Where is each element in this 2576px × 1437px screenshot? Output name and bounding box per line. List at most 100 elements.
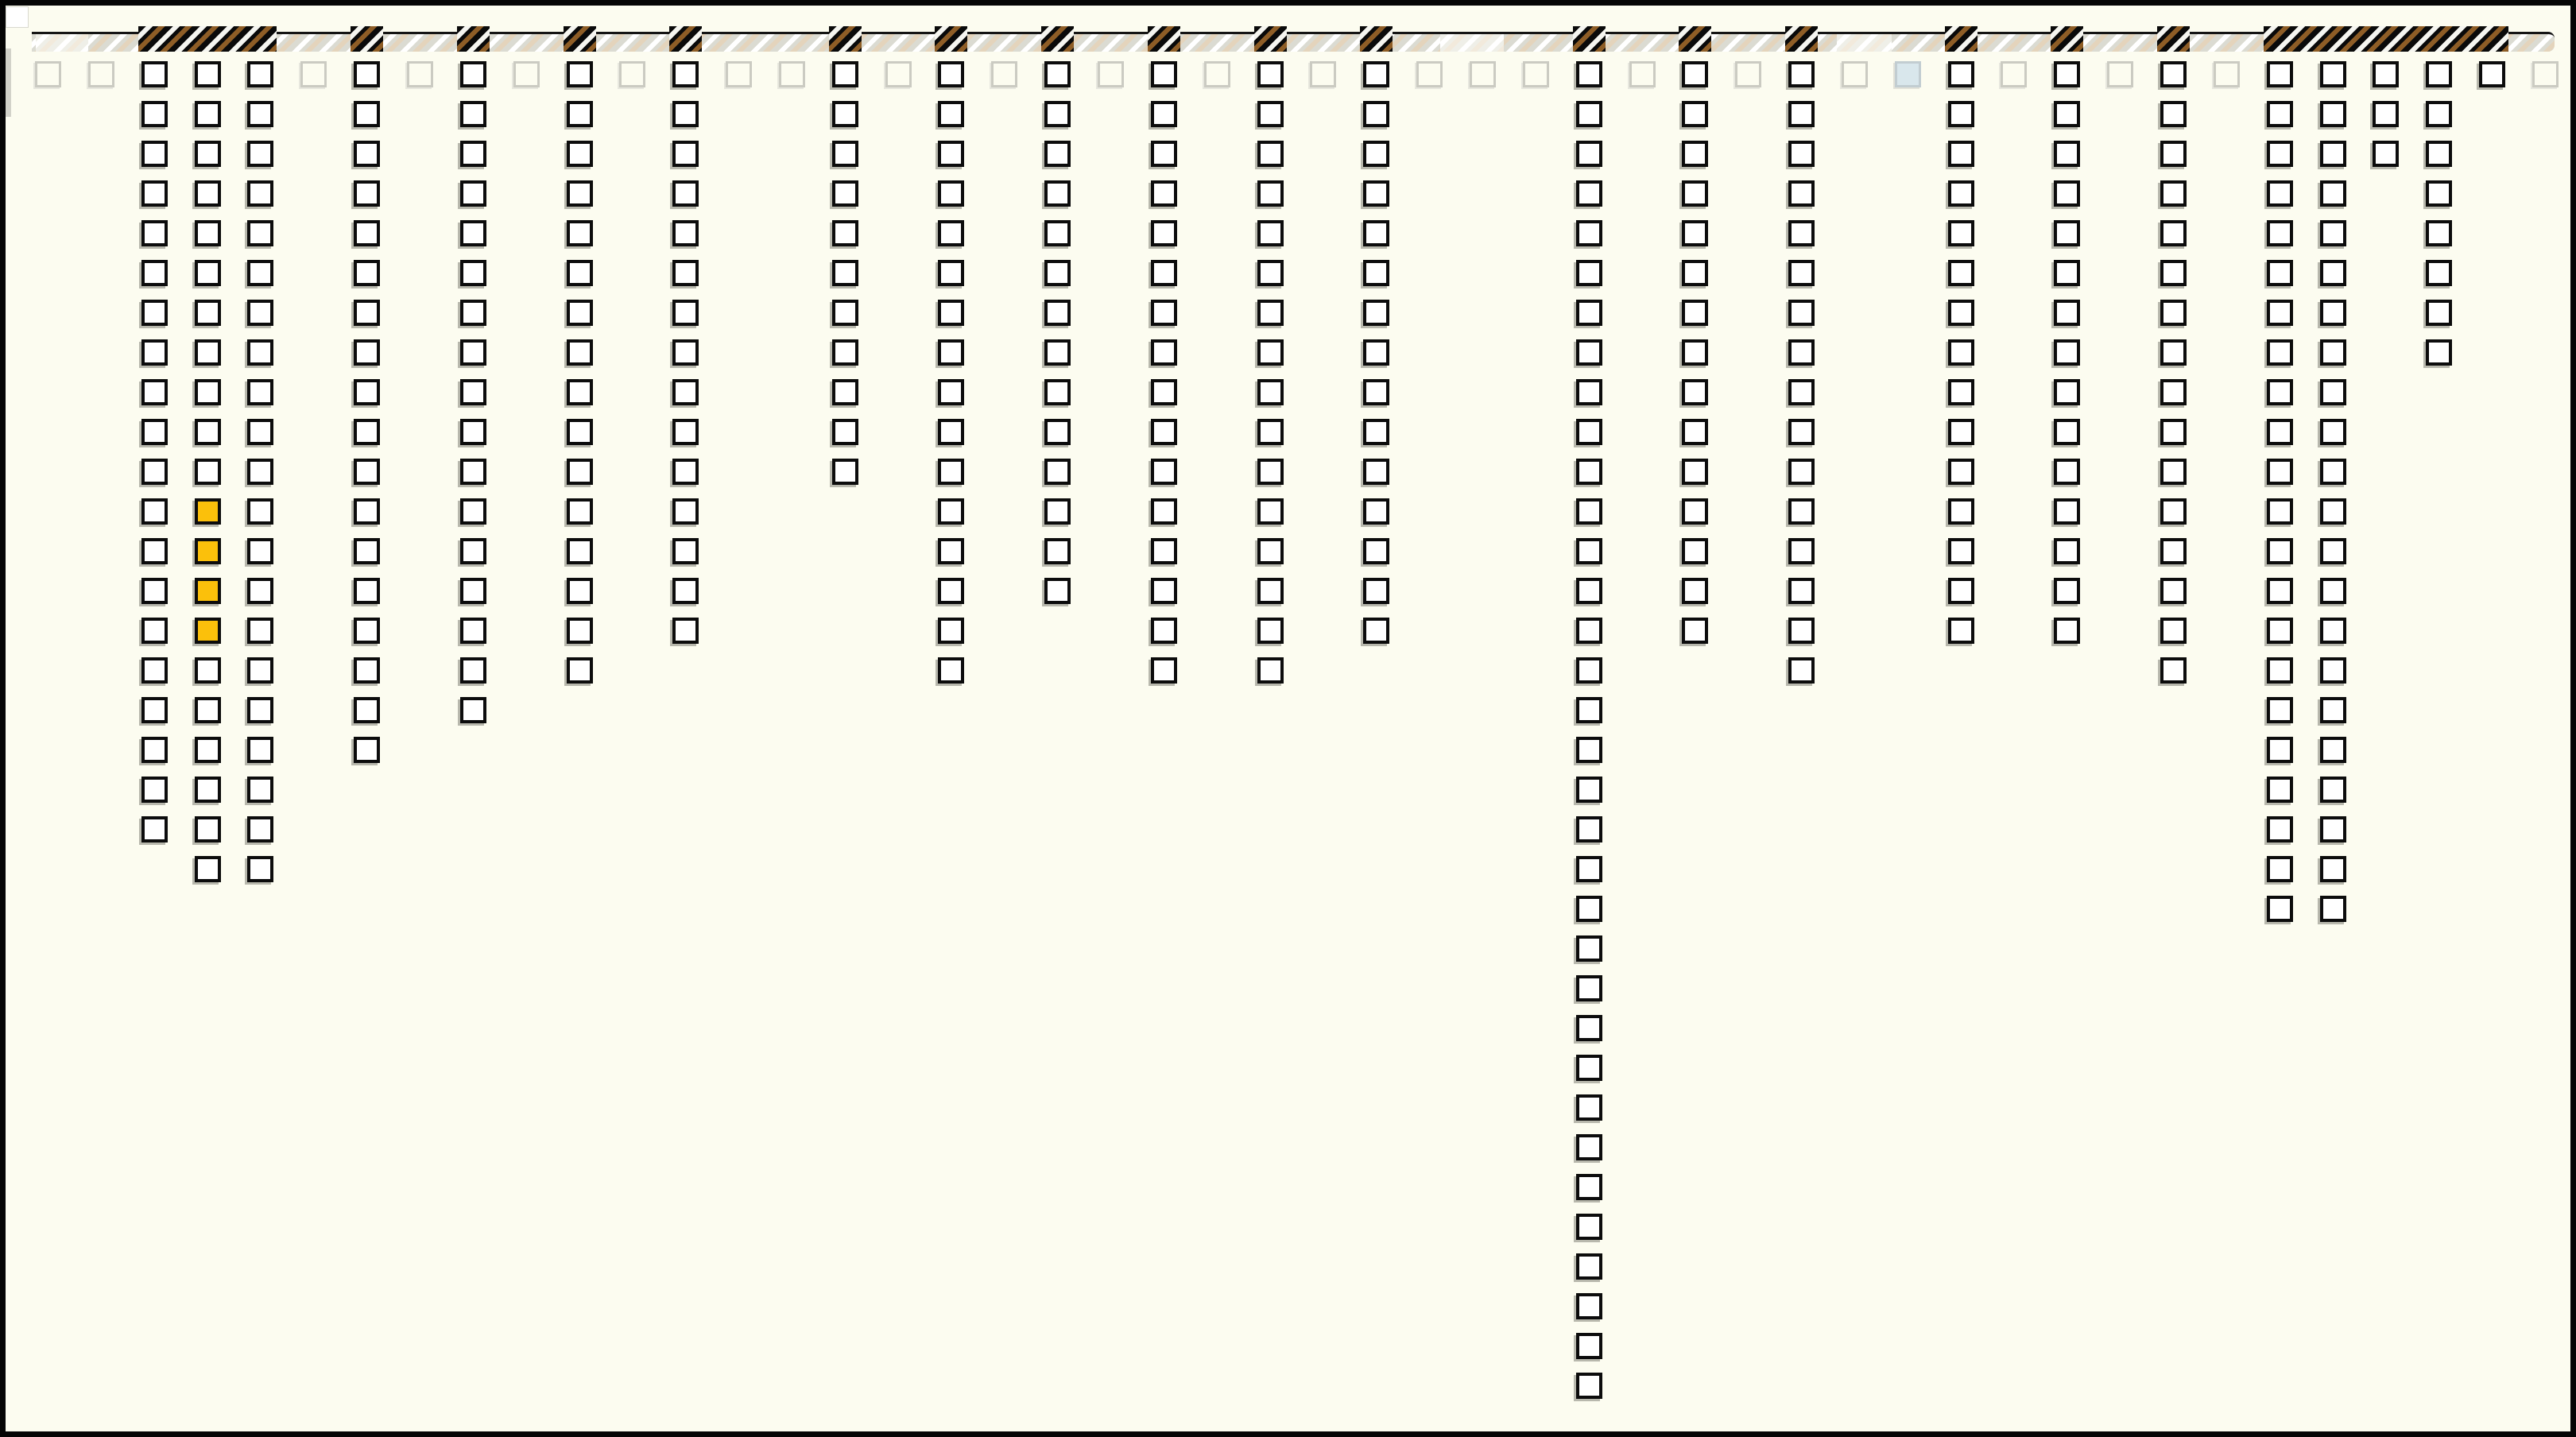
grid-cell[interactable]	[2266, 419, 2293, 445]
grid-cell[interactable]	[1150, 61, 1177, 87]
grid-cell[interactable]	[2373, 61, 2400, 87]
grid-cell[interactable]	[672, 578, 699, 604]
grid-cell[interactable]	[2266, 816, 2293, 842]
grid-cell[interactable]	[1575, 816, 1602, 842]
grid-cell[interactable]	[247, 856, 274, 882]
grid-cell[interactable]	[2426, 220, 2453, 246]
grid-cell[interactable]	[2160, 220, 2187, 246]
grid-cell[interactable]	[566, 498, 593, 525]
grid-cell[interactable]	[1788, 101, 1815, 127]
grid-cell[interactable]	[354, 578, 381, 604]
grid-cell[interactable]	[2426, 260, 2453, 286]
grid-cell[interactable]	[672, 260, 699, 286]
grid-cell[interactable]	[1682, 141, 1709, 167]
grid-cell[interactable]	[2319, 379, 2346, 405]
grid-cell[interactable]	[2266, 220, 2293, 246]
grid-cell[interactable]	[566, 459, 593, 485]
grid-cell[interactable]	[459, 578, 486, 604]
grid-cell[interactable]	[938, 498, 965, 525]
grid-cell[interactable]	[354, 657, 381, 684]
grid-cell[interactable]	[1682, 300, 1709, 326]
grid-cell[interactable]	[247, 419, 274, 445]
grid-cell[interactable]	[1044, 419, 1071, 445]
grid-cell[interactable]	[2160, 180, 2187, 207]
grid-cell[interactable]	[938, 578, 965, 604]
grid-cell[interactable]	[1788, 141, 1815, 167]
grid-cell[interactable]	[1575, 1094, 1602, 1121]
grid-cell[interactable]	[1575, 1174, 1602, 1200]
grid-cell[interactable]	[1257, 300, 1284, 326]
grid-cell[interactable]	[2426, 141, 2453, 167]
grid-cell[interactable]	[831, 419, 858, 445]
grid-cell[interactable]	[938, 657, 965, 684]
grid-cell[interactable]	[1947, 419, 1974, 445]
grid-cell[interactable]	[2054, 618, 2081, 644]
grid-cell[interactable]	[566, 379, 593, 405]
grid-cell[interactable]	[831, 339, 858, 366]
grid-cell[interactable]	[1575, 379, 1602, 405]
grid-cell[interactable]	[141, 459, 168, 485]
grid-cell[interactable]	[1788, 180, 1815, 207]
grid-cell[interactable]	[2426, 101, 2453, 127]
grid-cell[interactable]	[194, 697, 221, 723]
grid-cell[interactable]	[1363, 538, 1390, 564]
grid-cell[interactable]	[672, 220, 699, 246]
grid-cell[interactable]	[1150, 180, 1177, 207]
grid-cell[interactable]	[1257, 339, 1284, 366]
grid-cell[interactable]	[1044, 101, 1071, 127]
grid-cell[interactable]	[194, 816, 221, 842]
grid-cell[interactable]	[2054, 498, 2081, 525]
grid-cell[interactable]	[672, 498, 699, 525]
grid-cell[interactable]	[1575, 538, 1602, 564]
grid-cell[interactable]	[1947, 260, 1974, 286]
grid-cell[interactable]	[1150, 618, 1177, 644]
grid-cell[interactable]	[2266, 339, 2293, 366]
grid-cell[interactable]	[194, 737, 221, 763]
grid-cell[interactable]	[2160, 657, 2187, 684]
grid-cell[interactable]	[1947, 618, 1974, 644]
grid-cell[interactable]	[672, 101, 699, 127]
grid-cell[interactable]	[354, 220, 381, 246]
grid-cell[interactable]	[354, 260, 381, 286]
grid-cell[interactable]	[247, 220, 274, 246]
grid-cell[interactable]	[2266, 141, 2293, 167]
grid-cell[interactable]	[672, 300, 699, 326]
grid-cell[interactable]	[1575, 935, 1602, 962]
grid-cell[interactable]	[1257, 260, 1284, 286]
grid-cell[interactable]	[938, 538, 965, 564]
grid-cell[interactable]	[2266, 260, 2293, 286]
grid-cell[interactable]	[1150, 220, 1177, 246]
grid-cell[interactable]	[1947, 101, 1974, 127]
grid-cell[interactable]	[2266, 498, 2293, 525]
grid-cell[interactable]	[566, 141, 593, 167]
grid-cell[interactable]	[354, 618, 381, 644]
grid-cell[interactable]	[938, 141, 965, 167]
grid-cell[interactable]	[2319, 777, 2346, 803]
selected-cell[interactable]	[194, 618, 221, 644]
grid-cell[interactable]	[1044, 260, 1071, 286]
grid-cell[interactable]	[1150, 141, 1177, 167]
grid-cell[interactable]	[1575, 618, 1602, 644]
grid-cell[interactable]	[1044, 180, 1071, 207]
grid-cell[interactable]	[247, 618, 274, 644]
grid-cell[interactable]	[2160, 538, 2187, 564]
grid-cell[interactable]	[247, 498, 274, 525]
grid-cell[interactable]	[354, 538, 381, 564]
grid-cell[interactable]	[2054, 260, 2081, 286]
grid-cell[interactable]	[566, 419, 593, 445]
grid-cell[interactable]	[1575, 300, 1602, 326]
grid-cell[interactable]	[672, 379, 699, 405]
grid-cell[interactable]	[938, 300, 965, 326]
grid-cell[interactable]	[2266, 300, 2293, 326]
grid-cell[interactable]	[194, 856, 221, 882]
grid-cell[interactable]	[2319, 618, 2346, 644]
grid-cell[interactable]	[1044, 61, 1071, 87]
grid-cell[interactable]	[1044, 498, 1071, 525]
grid-cell[interactable]	[938, 61, 965, 87]
grid-cell[interactable]	[2160, 459, 2187, 485]
grid-cell[interactable]	[459, 180, 486, 207]
grid-cell[interactable]	[459, 419, 486, 445]
grid-cell[interactable]	[1575, 1373, 1602, 1399]
grid-cell[interactable]	[1257, 101, 1284, 127]
grid-cell[interactable]	[1044, 300, 1071, 326]
